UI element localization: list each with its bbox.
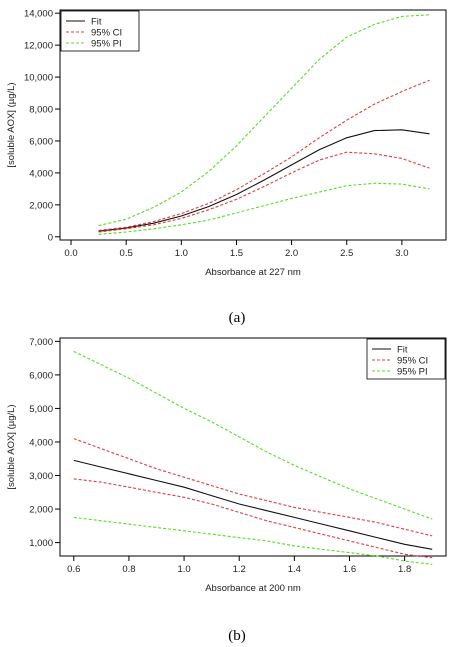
y-tick-label-b: 7,000: [29, 337, 53, 348]
series-line-a-4: [98, 182, 430, 235]
y-tick-label-b: 2,000: [29, 505, 53, 516]
y-tick-label-a: 2,000: [29, 200, 53, 211]
y-tick-label-b: 1,000: [29, 538, 53, 549]
series-line-b-0: [73, 459, 433, 550]
y-tick-label-a: 4,000: [29, 168, 53, 179]
x-tick-label-b: 0.8: [122, 564, 135, 575]
plot-frame-b: [59, 337, 447, 557]
chart-b: 0.6 0.8 1.0 1.2 1.4 1.6 1.8 1,000 2,000 3,000 4,00…: [6, 337, 447, 594]
x-tick-label-b: 1.0: [177, 564, 190, 575]
y-tick-label-a: 10,000: [24, 73, 53, 84]
x-tick-label-a: 1.5: [230, 248, 243, 259]
legend-label-a: 95% CI: [91, 28, 122, 39]
x-tick-label-a: 3.0: [395, 248, 408, 259]
x-tick-label-b: 1.6: [343, 564, 356, 575]
x-tick-label-a: 0.0: [64, 248, 77, 259]
y-axis-title-a: [soluble AOX] (µg/L): [6, 82, 17, 167]
panel-label-b: (b): [228, 628, 246, 644]
x-tick-label-b: 1.8: [398, 564, 411, 575]
panel-label-a: (a): [229, 310, 246, 326]
x-tick-label-a: 1.0: [175, 248, 188, 259]
x-tick-label-a: 0.5: [120, 248, 133, 259]
legend-box-a: [60, 10, 140, 52]
x-tick-label-b: 1.4: [288, 564, 301, 575]
y-tick-label-a: 8,000: [29, 105, 53, 116]
legend-label-a: 95% PI: [91, 39, 122, 50]
y-tick-label-b: 6,000: [29, 370, 53, 381]
series-line-b-1: [73, 438, 433, 537]
x-axis-title-a: Absorbance at 227 nm: [205, 267, 301, 278]
y-tick-label-a: 12,000: [24, 41, 53, 52]
x-tick-label-a: 2.5: [340, 248, 353, 259]
y-tick-label-b: 4,000: [29, 437, 53, 448]
x-axis-title-b: Absorbance at 200 nm: [205, 583, 301, 594]
series-line-a-1: [98, 79, 430, 231]
legend-label-b: 95% CI: [397, 356, 428, 367]
series-line-b-3: [73, 350, 433, 520]
y-tick-label-b: 5,000: [29, 404, 53, 415]
x-tick-label-b: 0.6: [67, 564, 80, 575]
chart-a: 0.0 0.5 1.0 1.5 2.0 2.5 3.0 0 2,000 4,000 6,000 8,0…: [6, 9, 447, 278]
x-tick-label-b: 1.2: [233, 564, 246, 575]
legend-box-b: [366, 338, 446, 380]
series-line-b-2: [73, 478, 433, 559]
series-line-a-0: [98, 129, 430, 232]
y-tick-label-a: 6,000: [29, 136, 53, 147]
series-line-b-4: [73, 516, 433, 565]
y-tick-label-a: 0: [48, 232, 53, 243]
x-tick-label-a: 2.0: [285, 248, 298, 259]
legend-label-a: Fit: [91, 17, 102, 28]
y-axis-title-b: [soluble AOX] (µg/L): [6, 404, 17, 489]
y-tick-label-b: 3,000: [29, 471, 53, 482]
y-tick-label-a: 14,000: [24, 9, 53, 20]
legend-label-b: 95% PI: [397, 367, 428, 378]
legend-label-b: Fit: [397, 345, 408, 356]
series-line-a-2: [98, 151, 430, 233]
series-line-a-3: [98, 14, 430, 227]
plot-frame-a: [59, 9, 447, 241]
